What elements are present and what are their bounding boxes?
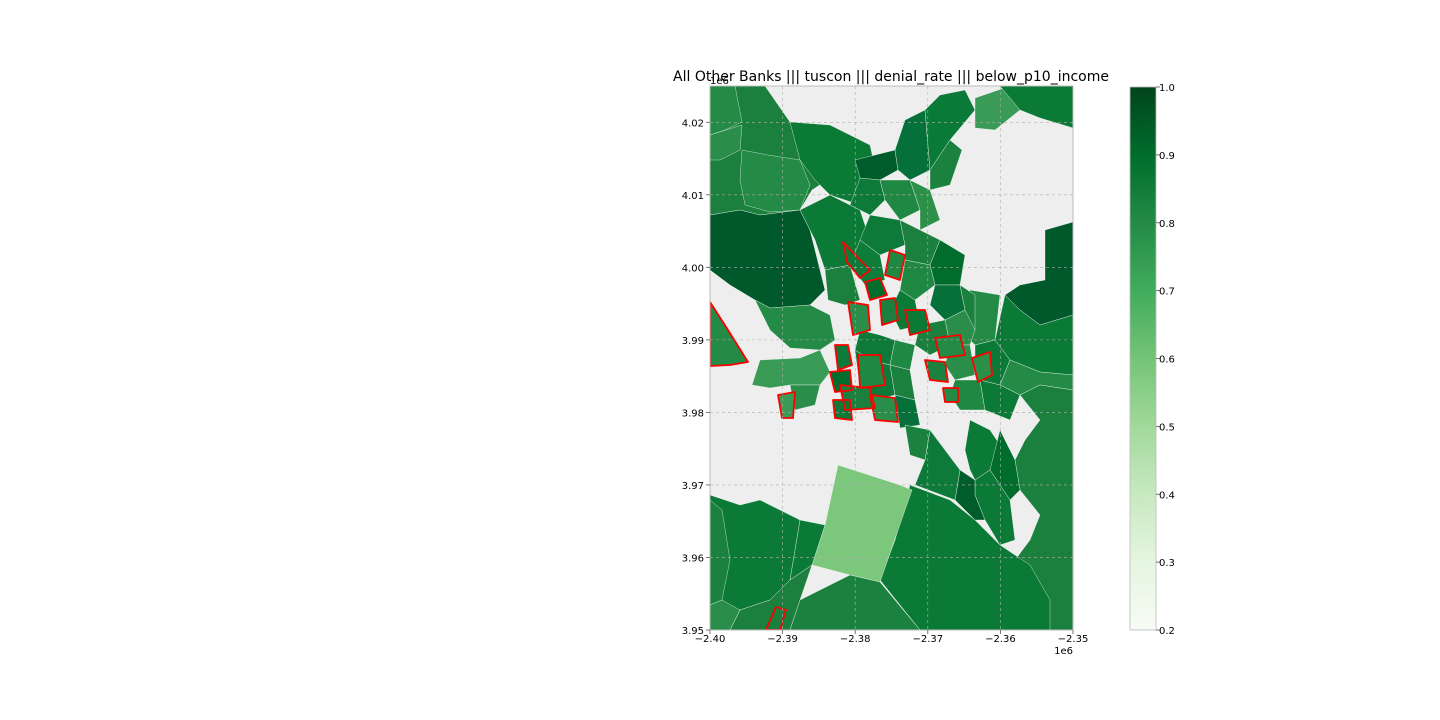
highlight-boundary	[884, 249, 906, 281]
colorbar	[1129, 86, 1157, 631]
colorbar-tick-label: 0.3	[1159, 558, 1175, 569]
y-tick-label: 3.98	[682, 408, 704, 419]
x-offset-label: 1e6	[1054, 646, 1073, 657]
map-title: All Other Banks ||| tuscon ||| denial_ra…	[673, 69, 1109, 85]
x-tick-label: −2.35	[1058, 634, 1089, 645]
colorbar-tick-label: 0.8	[1159, 219, 1175, 230]
y-tick-label: 4.00	[682, 263, 704, 274]
highlight-boundary	[829, 369, 853, 393]
axes-frame	[709, 85, 1074, 631]
gridlines	[710, 86, 1073, 630]
highlight-boundary	[934, 334, 966, 359]
colorbar-tick-label: 0.6	[1159, 355, 1175, 366]
highlight-boundary	[942, 387, 959, 403]
y-axis: 3.95 3.96 3.97 3.98 3.99 4.00 4.01 4.02	[682, 118, 710, 637]
x-tick-label: −2.38	[840, 634, 871, 645]
tract	[710, 499, 731, 606]
y-tick-label: 3.97	[682, 481, 704, 492]
highlight-boundary	[857, 354, 886, 389]
x-tick-label: −2.39	[767, 634, 798, 645]
x-tick-label: −2.40	[695, 634, 726, 645]
highlight-boundary	[765, 606, 787, 630]
tract	[879, 179, 921, 221]
colorbar-tick-label: 0.2	[1159, 626, 1175, 637]
highlight-boundary	[710, 301, 749, 367]
tract	[894, 394, 921, 429]
tract	[904, 424, 931, 461]
x-axis: −2.40 −2.39 −2.38 −2.37 −2.36 −2.35	[695, 630, 1089, 645]
highlight-boundary	[834, 344, 853, 371]
y-tick-label: 4.02	[682, 118, 704, 129]
highlight-boundary	[832, 399, 853, 421]
colorbar-tick-label: 1.0	[1159, 83, 1175, 94]
tract	[989, 429, 1021, 501]
tract	[729, 564, 813, 630]
y-tick-label: 3.99	[682, 336, 704, 347]
colorbar-ticks: 1.0 0.9 0.8 0.7 0.6 0.5 0.4 0.3 0.2	[1156, 83, 1175, 637]
tract	[710, 86, 743, 136]
highlighted-tracts	[710, 241, 993, 630]
tract	[849, 177, 886, 216]
tract	[999, 86, 1073, 129]
tract	[929, 139, 963, 191]
highlight-boundary	[924, 359, 949, 383]
y-tick-label: 3.95	[682, 626, 704, 637]
tract	[909, 179, 941, 231]
highlight-boundary	[839, 384, 876, 411]
tract	[979, 379, 1021, 421]
highlight-boundary	[847, 301, 871, 336]
highlight-boundary	[869, 394, 899, 423]
x-tick-label: −2.37	[912, 634, 943, 645]
y-tick-label: 3.96	[682, 553, 704, 564]
tract	[754, 299, 836, 351]
tract	[854, 149, 899, 181]
tract	[899, 259, 936, 301]
highlight-boundary	[777, 391, 796, 419]
colorbar-tick-label: 0.5	[1159, 422, 1175, 433]
colorbar-tick-label: 0.9	[1159, 151, 1175, 162]
tract	[710, 124, 743, 161]
highlight-boundary	[864, 277, 888, 301]
y-offset-label: 1e6	[710, 76, 729, 87]
x-tick-label: −2.36	[985, 634, 1016, 645]
highlight-boundary	[904, 309, 931, 336]
tract	[710, 209, 826, 309]
colorbar-tick-label: 0.7	[1159, 287, 1175, 298]
highlight-boundary	[971, 351, 993, 383]
y-tick-label: 4.01	[682, 191, 704, 202]
colorbar-tick-label: 0.4	[1159, 490, 1175, 501]
tract	[710, 599, 741, 630]
highlight-boundary	[879, 297, 899, 326]
